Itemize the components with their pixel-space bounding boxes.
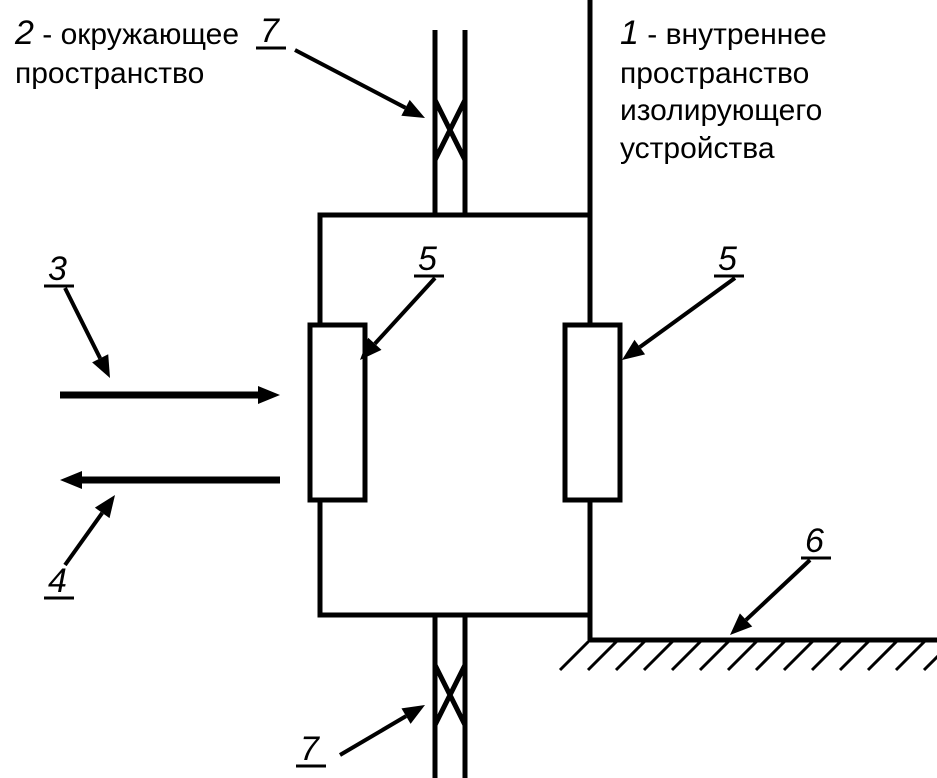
callout-number-3: 3 xyxy=(48,248,67,291)
filter-left xyxy=(310,325,365,500)
floor-hatch xyxy=(672,640,702,670)
callout-number-7-bottom: 7 xyxy=(300,728,319,771)
leader-4-arrowhead xyxy=(95,495,115,518)
floor-hatch xyxy=(560,640,590,670)
floor-hatch xyxy=(588,640,618,670)
leader-5-right-arrowhead xyxy=(622,340,645,360)
leader-5-right xyxy=(640,278,735,347)
callout-number-5-left: 5 xyxy=(418,238,437,281)
callout-number-4: 4 xyxy=(48,560,67,603)
floor-hatch xyxy=(868,640,898,670)
leader-5-left xyxy=(375,278,435,344)
floor-hatch xyxy=(728,640,758,670)
callout-number-5-right: 5 xyxy=(718,238,737,281)
leader-3 xyxy=(65,288,100,358)
valve-bottom xyxy=(435,665,465,725)
floor-hatch xyxy=(812,640,842,670)
floor-hatch xyxy=(840,640,870,670)
callout-number-6: 6 xyxy=(805,520,824,563)
floor-hatch xyxy=(784,640,814,670)
label-region-1: 1 - внутреннее пространство изолирующего… xyxy=(620,12,827,167)
leader-7-top xyxy=(295,50,406,108)
floor-hatch xyxy=(924,640,937,670)
leader-6 xyxy=(746,560,810,620)
flow-out-arrow-arrowhead xyxy=(60,471,82,489)
leader-4 xyxy=(65,513,102,565)
filter-right xyxy=(565,325,620,500)
label-region-2: 2 - окружающее пространство xyxy=(15,12,239,92)
callout-number-7-top: 7 xyxy=(260,10,279,53)
floor-hatch xyxy=(756,640,786,670)
flow-in-arrow-arrowhead xyxy=(258,386,280,404)
floor-hatch xyxy=(896,640,926,670)
floor-hatch xyxy=(644,640,674,670)
leader-7-bottom xyxy=(340,716,406,755)
valve-top xyxy=(435,100,465,160)
floor-hatch xyxy=(616,640,646,670)
floor-hatch xyxy=(700,640,730,670)
